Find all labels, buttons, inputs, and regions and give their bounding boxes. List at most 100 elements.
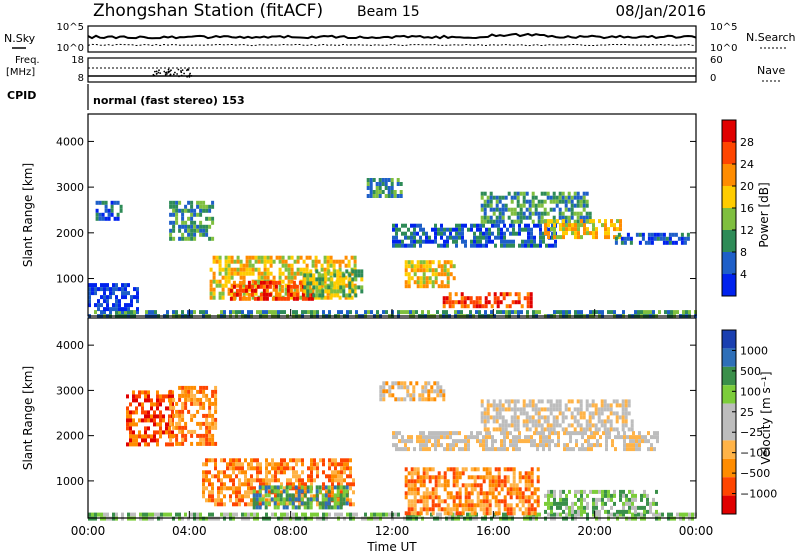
heatmap-cell — [443, 487, 447, 492]
heatmap-cell — [476, 503, 480, 508]
heatmap-cell — [190, 401, 194, 406]
heatmap-cell — [328, 310, 331, 315]
heatmap-cell — [274, 310, 277, 315]
heatmap-cell — [292, 482, 295, 487]
heatmap-cell — [540, 219, 544, 224]
heatmap-cell — [187, 208, 191, 213]
heatmap-cell — [144, 426, 147, 431]
heatmap-cell — [480, 207, 484, 212]
heatmap-cell — [527, 503, 531, 508]
heatmap-cell — [263, 275, 267, 280]
heatmap-cell — [522, 423, 526, 428]
heatmap-cell — [329, 263, 333, 268]
heatmap-cell — [563, 447, 566, 452]
heatmap-cell — [622, 310, 625, 315]
heatmap-cell — [649, 501, 652, 506]
heatmap-cell — [484, 296, 488, 301]
heatmap-cell — [181, 437, 185, 442]
heatmap-cell — [274, 280, 278, 285]
heatmap-cell — [410, 231, 413, 236]
heatmap-cell — [512, 479, 516, 484]
heatmap-cell — [187, 224, 191, 229]
heatmap-cell — [310, 512, 313, 517]
heatmap-cell — [347, 295, 351, 300]
heatmap-cell — [431, 239, 434, 244]
heatmap-cell — [554, 239, 557, 244]
colorbar-tick-label: 1000 — [740, 344, 768, 357]
heatmap-cell — [644, 439, 647, 444]
heatmap-cell — [543, 191, 547, 196]
heatmap-cell — [534, 207, 538, 212]
heatmap-cell — [349, 466, 352, 471]
heatmap-cell — [266, 259, 270, 264]
heatmap-cell — [199, 405, 203, 410]
heatmap-cell — [262, 296, 266, 301]
heatmap-cell — [624, 407, 628, 412]
heatmap-cell — [565, 223, 568, 228]
heatmap-cell — [336, 285, 340, 290]
heatmap-cell — [552, 407, 556, 412]
heatmap-cell — [208, 433, 212, 438]
nsky-tick-bottom: 10^0 — [57, 43, 84, 54]
heatmap-cell — [241, 466, 244, 471]
heatmap-cell — [118, 287, 121, 292]
heatmap-cell — [280, 466, 283, 471]
heatmap-cell — [668, 240, 672, 245]
heatmap-cell — [184, 393, 188, 398]
heatmap-cell — [172, 204, 176, 209]
heatmap-cell — [340, 458, 343, 463]
heatmap-cell — [187, 429, 191, 434]
heatmap-cell — [485, 495, 489, 500]
heatmap-cell — [595, 227, 598, 232]
heatmap-cell — [307, 474, 310, 479]
heatmap-cell — [290, 255, 294, 260]
heatmap-cell — [353, 255, 357, 260]
heatmap-cell — [448, 300, 452, 305]
heatmap-cell — [567, 207, 571, 212]
heatmap-cell — [579, 203, 583, 208]
heatmap-cell — [512, 475, 516, 480]
heatmap-cell — [202, 228, 206, 233]
heatmap-cell — [325, 474, 328, 479]
heatmap-cell — [247, 310, 250, 315]
y-tick-label: 2000 — [56, 227, 84, 240]
heatmap-cell — [595, 509, 598, 514]
heatmap-cell — [419, 268, 423, 273]
heatmap-cell — [141, 410, 144, 415]
heatmap-cell — [150, 438, 153, 443]
heatmap-cell — [229, 478, 232, 483]
heatmap-cell — [662, 232, 666, 237]
heatmap-cell — [665, 236, 669, 241]
heatmap-cell — [458, 499, 462, 504]
heatmap-cell — [458, 439, 461, 444]
heatmap-cell — [271, 310, 274, 315]
heatmap-cell — [218, 283, 222, 288]
heatmap-cell — [522, 195, 526, 200]
heatmap-cell — [232, 458, 235, 463]
freq-point — [167, 68, 170, 71]
heatmap-cell — [607, 235, 610, 240]
heatmap-cell — [199, 441, 203, 446]
heatmap-cell — [338, 279, 342, 284]
heatmap-cell — [631, 512, 634, 517]
heatmap-cell — [367, 310, 370, 315]
heatmap-cell — [540, 211, 544, 216]
heatmap-cell — [344, 283, 348, 288]
heatmap-cell — [126, 414, 129, 419]
heatmap-cell — [142, 512, 145, 517]
heatmap-cell — [399, 194, 403, 198]
heatmap-cell — [295, 288, 299, 293]
heatmap-cell — [485, 243, 488, 248]
heatmap-cell — [516, 419, 520, 424]
heatmap-cell — [455, 239, 458, 244]
heatmap-cell — [116, 200, 120, 205]
heatmap-cell — [518, 223, 521, 228]
heatmap-cell — [476, 483, 480, 488]
heatmap-cell — [244, 490, 247, 495]
heatmap-cell — [184, 236, 188, 241]
heatmap-cell — [668, 232, 672, 237]
heatmap-cell — [181, 417, 185, 422]
heatmap-cell — [562, 227, 565, 232]
heatmap-cell — [425, 280, 429, 285]
heatmap-cell — [193, 413, 197, 418]
